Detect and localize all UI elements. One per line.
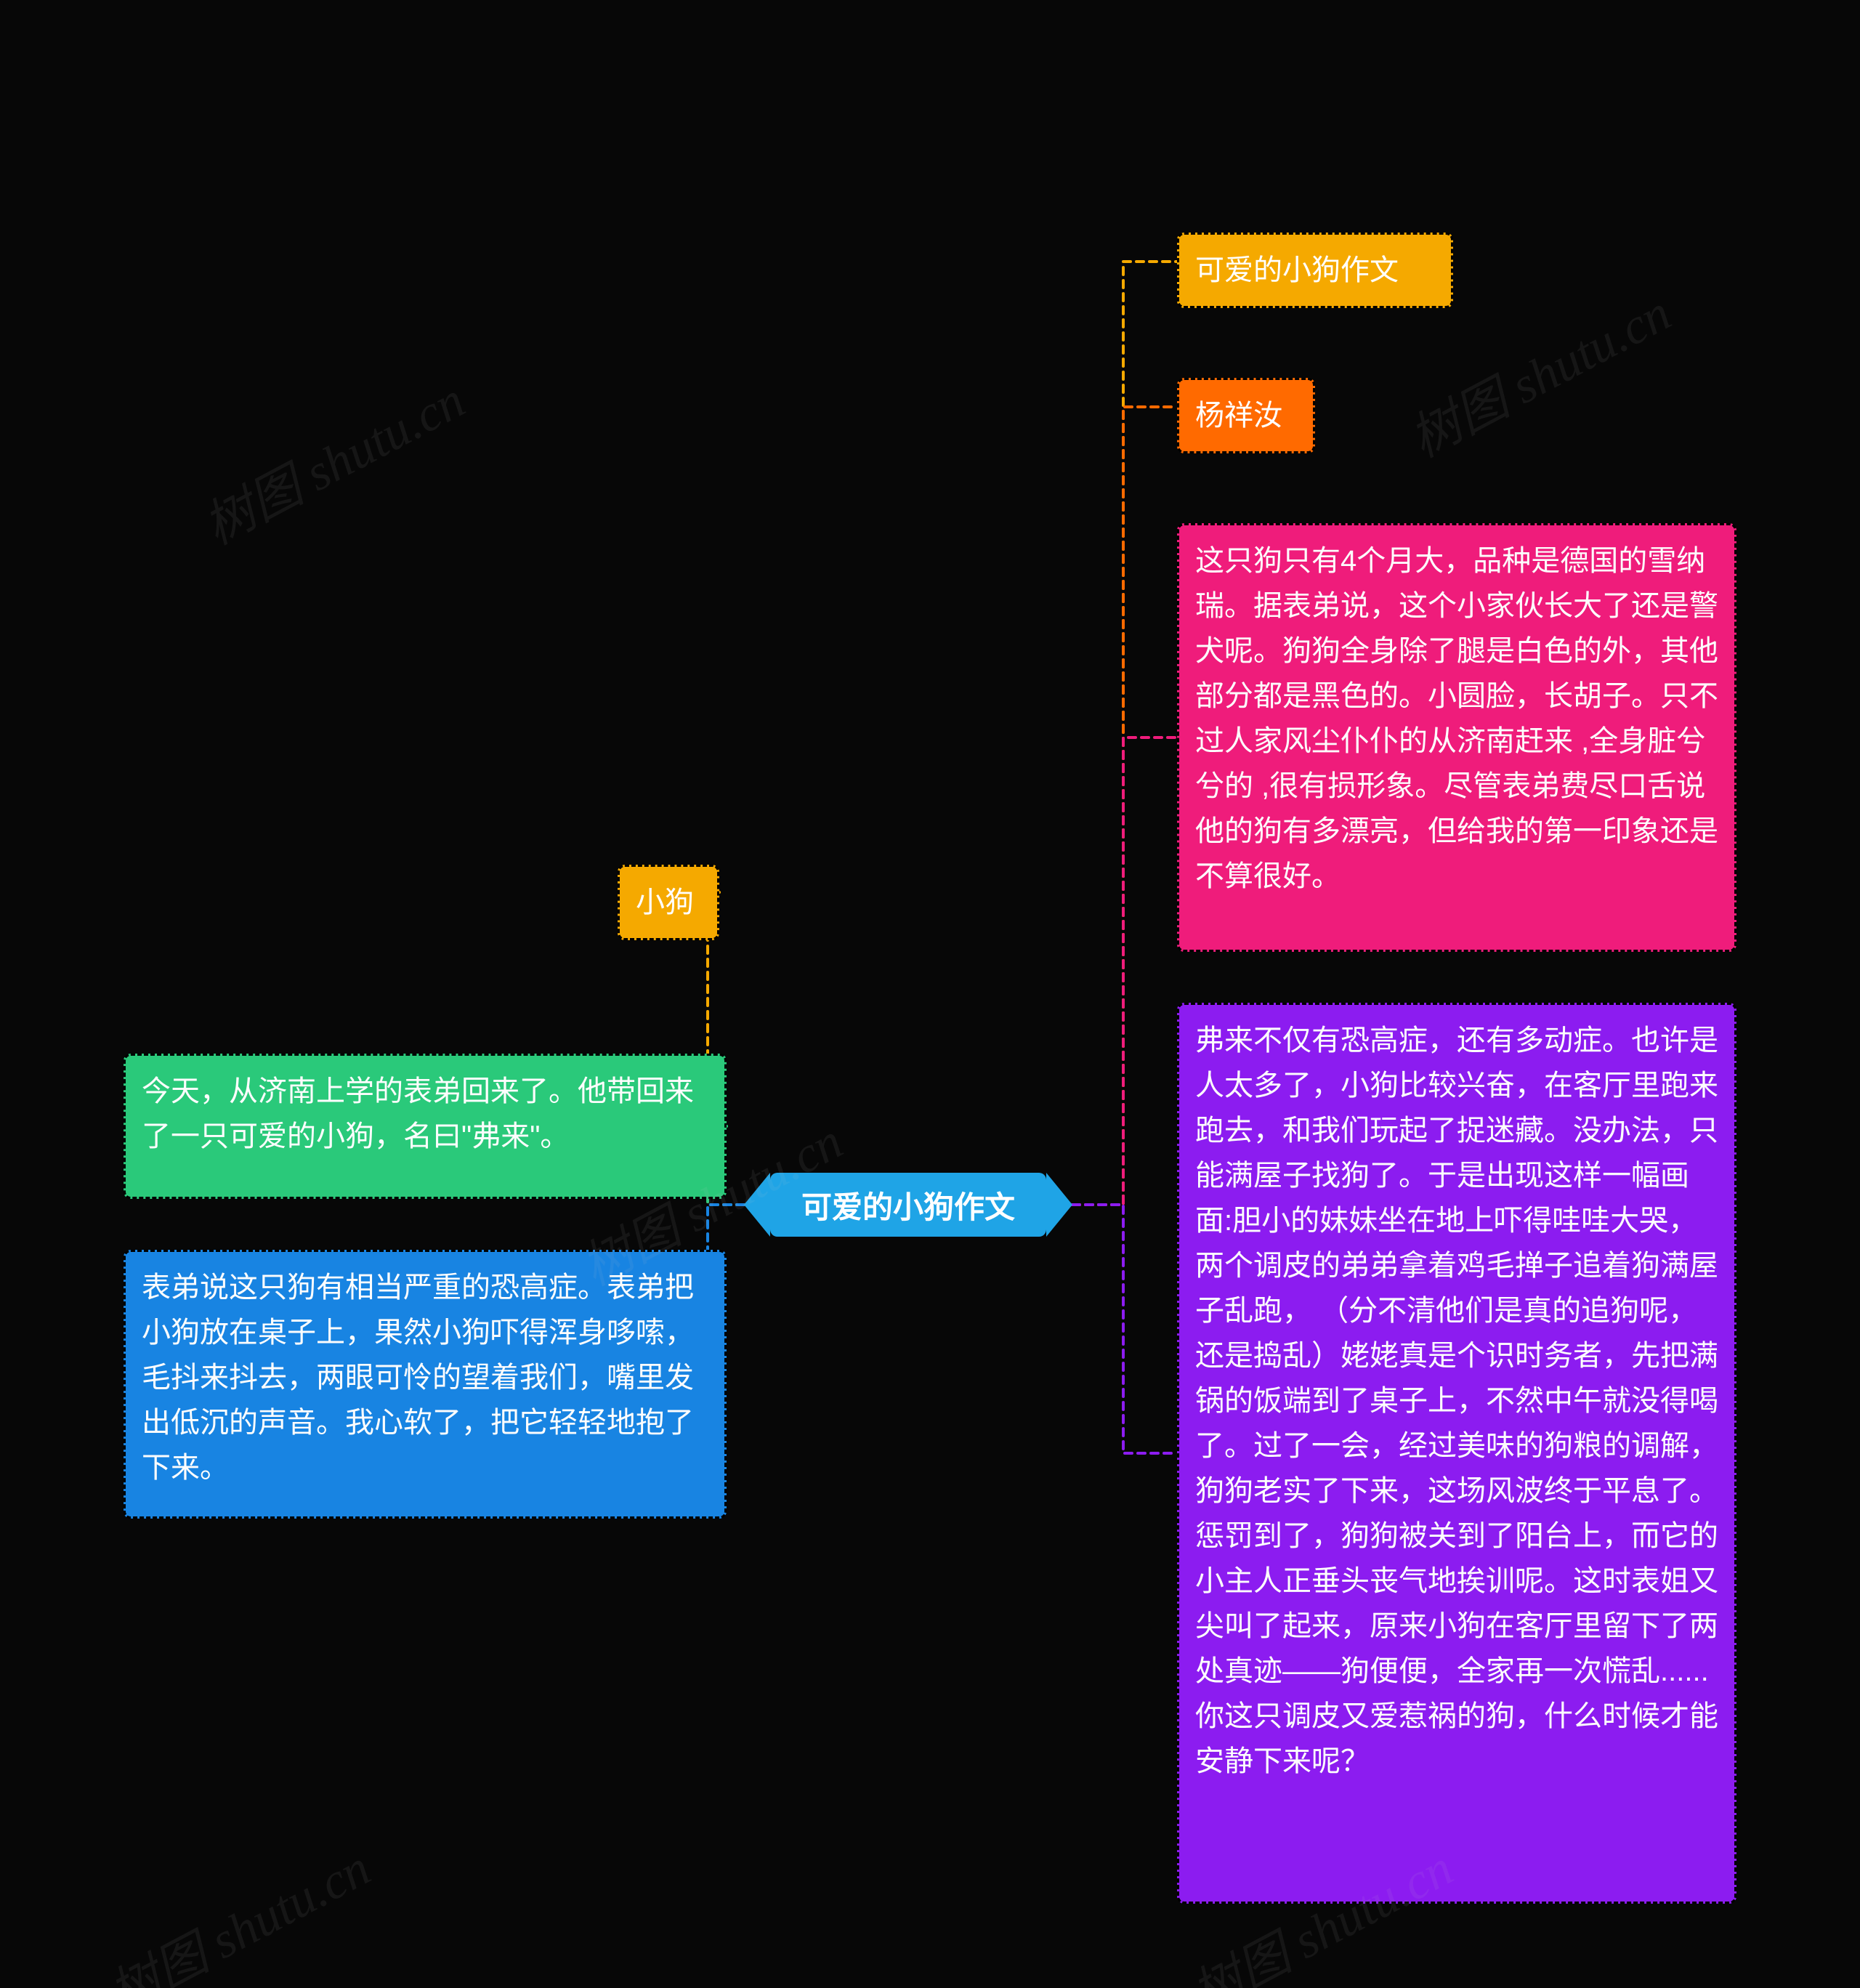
center-label: 可爱的小狗作文 [801, 1183, 1015, 1227]
node-left-fear-of-heights[interactable]: 表弟说这只狗有相当严重的恐高症。表弟把小狗放在桌子上，果然小狗吓得浑身哆嗦，毛抖… [124, 1250, 727, 1519]
node-left-intro[interactable]: 今天，从济南上学的表弟回来了。他带回来了一只可爱的小狗，名曰"弗来"。 [124, 1054, 727, 1199]
node-text: 今天，从济南上学的表弟回来了。他带回来了一只可爱的小狗，名曰"弗来"。 [142, 1075, 694, 1152]
node-right-author[interactable]: 杨祥汝 [1177, 378, 1315, 453]
node-text: 小狗 [636, 886, 694, 918]
node-text: 表弟说这只狗有相当严重的恐高症。表弟把小狗放在桌子上，果然小狗吓得浑身哆嗦，毛抖… [142, 1272, 694, 1484]
node-right-story[interactable]: 弗来不仅有恐高症，还有多动症。也许是人太多了，小狗比较兴奋，在客厅里跑来跑去，和… [1177, 1003, 1736, 1904]
node-text: 这只狗只有4个月大，品种是德国的雪纳瑞。据表弟说，这个小家伙长大了还是警犬呢。狗… [1195, 545, 1718, 892]
node-right-description[interactable]: 这只狗只有4个月大，品种是德国的雪纳瑞。据表弟说，这个小家伙长大了还是警犬呢。狗… [1177, 523, 1736, 952]
node-left-small-title[interactable]: 小狗 [618, 865, 719, 940]
node-text: 弗来不仅有恐高症，还有多动症。也许是人太多了，小狗比较兴奋，在客厅里跑来跑去，和… [1195, 1025, 1718, 1777]
node-text: 杨祥汝 [1195, 400, 1282, 432]
node-text: 可爱的小狗作文 [1195, 254, 1399, 286]
node-right-title[interactable]: 可爱的小狗作文 [1177, 233, 1453, 308]
